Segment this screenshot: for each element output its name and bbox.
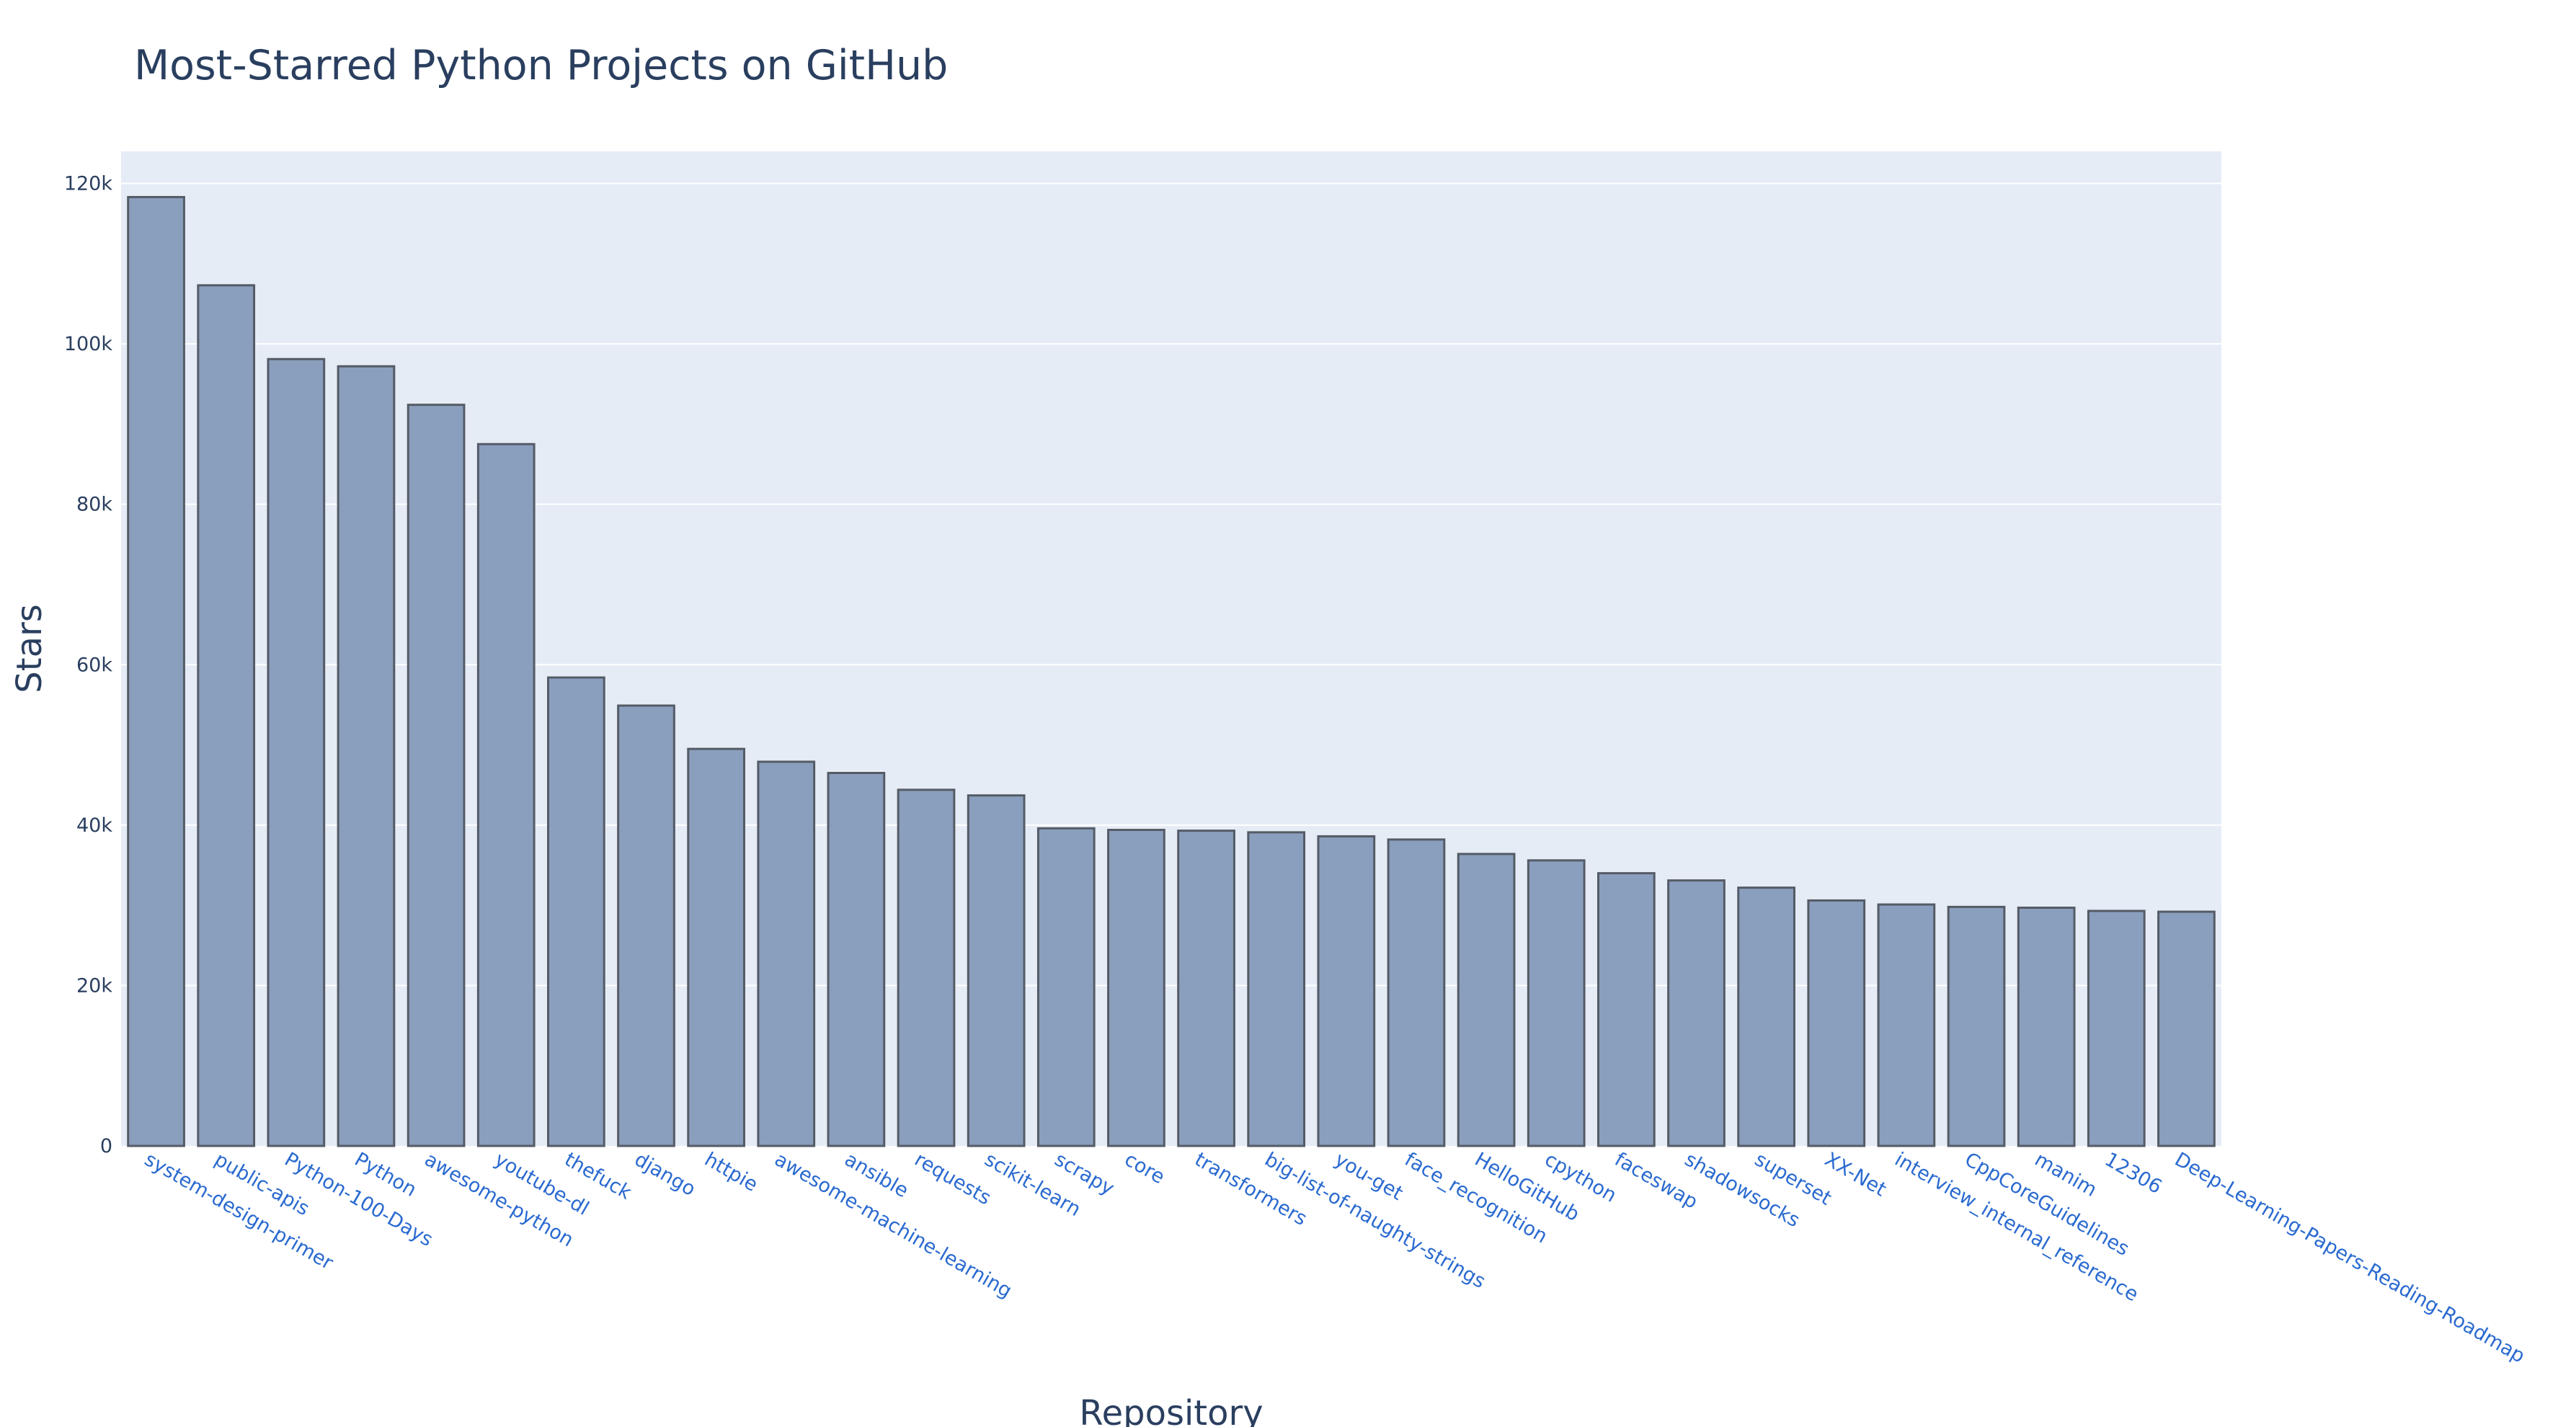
bar-requests [897,788,956,1147]
bar-Python [337,365,396,1147]
bar-faceswap [1597,872,1656,1147]
x-tick-label: requests [911,1148,995,1209]
y-axis-title: Stars [9,604,50,693]
bar-django [617,704,675,1147]
bar-CppCoreGuidelines [1947,905,2006,1147]
bar-thefuck [547,676,605,1147]
bar-cpython [1527,859,1586,1147]
bar-public-apis [197,284,256,1147]
bar-httpie [687,747,745,1147]
bar-face_recognition [1387,838,1446,1147]
y-tick-label: 20k [76,974,112,997]
bar-transformers [1177,830,1235,1147]
y-tick-label: 60k [76,654,112,676]
bar-ansible [827,772,886,1147]
bar-you-get [1317,835,1376,1147]
bar-XX-Net [1807,899,1866,1147]
gridlines [121,182,2221,987]
y-tick-label: 80k [76,494,112,516]
bar-Python-100-Days [267,357,326,1147]
bar-shadowsocks [1667,879,1726,1147]
bar-scikit-learn [967,794,1026,1147]
bar-12306 [2087,910,2146,1147]
bar-youtube-dl [476,443,536,1147]
bars [127,195,2216,1147]
y-tick-label: 100k [64,333,113,355]
bar-manim [2017,906,2076,1147]
bar-Deep-Learning-Papers-Reading-Roadmap [2157,910,2216,1147]
x-tick-label: 12306 [2101,1148,2166,1199]
bar-system-design-primer [127,195,185,1147]
x-tick-label: httpie [701,1148,761,1196]
x-axis-ticks: system-design-primerpublic-apisPython-10… [141,1148,2528,1367]
y-axis-ticks: 0 20k 40k 60k 80k 100k 120k [64,173,113,1157]
y-tick-label: 0 [100,1135,112,1157]
x-tick-label: Deep-Learning-Papers-Reading-Roadmap [2171,1148,2528,1367]
bar-awesome-python [407,404,466,1147]
chart-title: Most-Starred Python Projects on GitHub [134,42,948,89]
x-axis-title: Repository [1079,1393,1263,1427]
bar-interview_internal_reference [1877,903,1936,1147]
y-tick-label: 120k [64,173,113,195]
bar-core [1107,829,1165,1147]
y-tick-label: 40k [76,814,112,837]
bar-superset [1737,886,1795,1147]
plot-area [121,151,2221,1146]
x-tick-label: core [1121,1148,1168,1188]
bar-scrapy [1036,827,1096,1147]
x-tick-label: django [631,1148,699,1201]
bar-awesome-machine-learning [757,760,816,1147]
bar-HelloGitHub [1457,853,1516,1147]
bar-big-list-of-naughty-strings [1247,831,1306,1147]
